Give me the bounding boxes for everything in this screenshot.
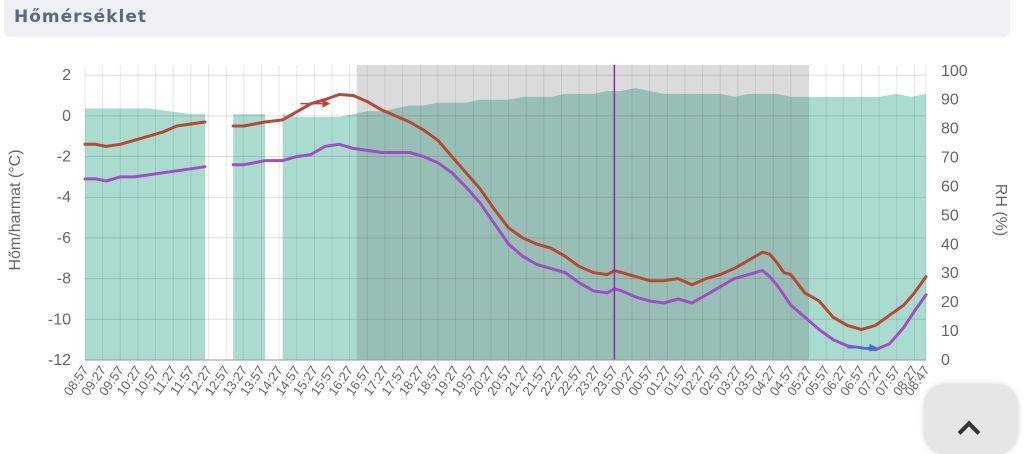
night-shading [356, 65, 809, 360]
section-title: Hőmérséklet [14, 7, 147, 27]
series-lines-layer [83, 93, 928, 352]
y-left-tick-label: -12 [48, 352, 71, 369]
y-left-tick-label: -2 [57, 149, 71, 166]
section-header: Hőmérséklet [4, 0, 1010, 37]
y-axis-right-label: RH (%) [992, 184, 1009, 236]
y-right-tick-label: 60 [941, 178, 959, 195]
grid-layer [84, 65, 927, 361]
y-left-tick-label: -6 [57, 230, 71, 247]
y-left-tick-label: 2 [62, 67, 71, 84]
y-left-tick-label: -4 [57, 189, 71, 206]
humidity-area-1 [233, 114, 265, 361]
y-left-tick-label: -8 [57, 271, 71, 288]
y-right-tick-label: 10 [941, 323, 959, 340]
y-right-tick-label: 50 [941, 207, 959, 224]
y-right-tick-label: 20 [941, 294, 959, 311]
y-axis-left-label: Hőm/harmat (°C) [7, 149, 24, 270]
temperature-chart: 20-2-4-6-8-10-12100908070605040302010008… [7, 63, 1009, 399]
night-shading-layer [356, 65, 809, 360]
y-right-tick-label: 30 [941, 265, 959, 282]
y-right-tick-label: 0 [941, 352, 950, 369]
y-left-tick-label: 0 [62, 108, 71, 125]
dewpoint-line [83, 142, 928, 352]
y-right-tick-label: 70 [941, 150, 959, 167]
y-right-tick-label: 90 [941, 92, 959, 109]
scroll-to-top-button[interactable] [924, 384, 1018, 454]
y-left-tick-label: -10 [48, 311, 71, 328]
humidity-area-2 [282, 88, 926, 360]
y-right-tick-label: 80 [941, 121, 959, 138]
y-right-tick-label: 100 [941, 63, 968, 80]
annotation-arrow-head [322, 99, 331, 108]
annotation-arrow-head [869, 343, 878, 352]
y-right-tick-label: 40 [941, 236, 959, 253]
chevron-up-icon [957, 420, 981, 444]
axes-layer: 20-2-4-6-8-10-12100908070605040302010008… [48, 63, 968, 399]
temperature-line [83, 93, 928, 331]
